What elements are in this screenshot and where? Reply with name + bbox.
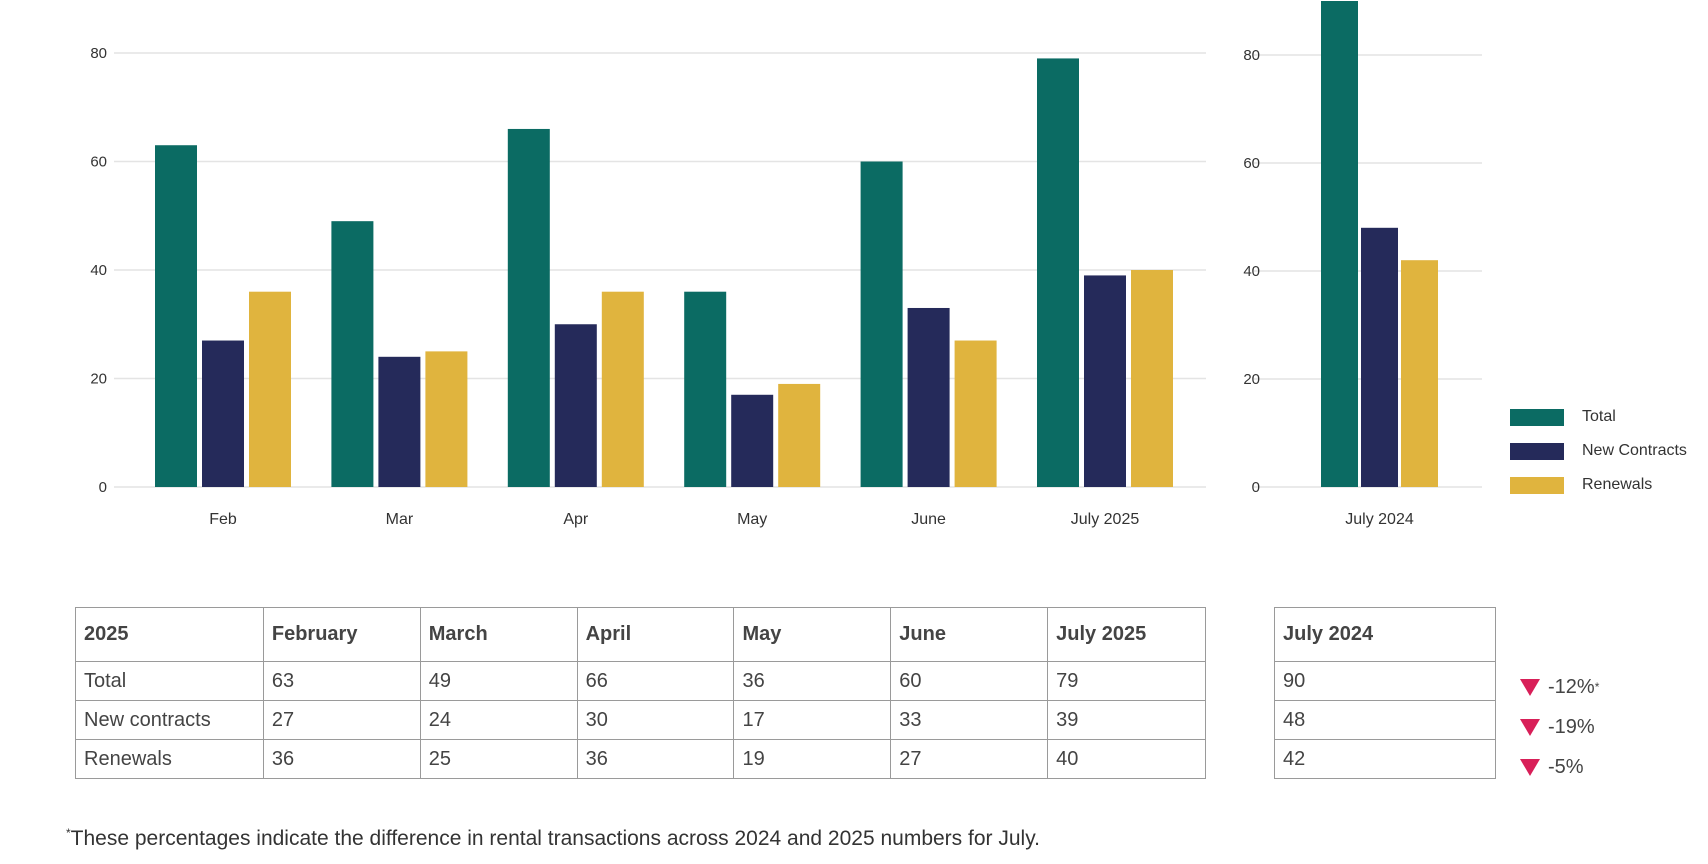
- bar-renewals: [778, 383, 821, 487]
- table-cell: 36: [733, 661, 892, 701]
- bar-new-contracts: [1084, 275, 1126, 487]
- table-row: Total 63 49 66 36 60 79: [75, 661, 1206, 701]
- y-tick-label: 40: [90, 262, 107, 279]
- chart-legend: Total New Contracts Renewals: [1510, 400, 1687, 502]
- row-label: Total: [75, 661, 264, 701]
- table-cell: 49: [419, 661, 578, 701]
- change-value: -5%: [1548, 755, 1584, 778]
- table-cell: 17: [733, 700, 892, 740]
- main-bar-chart: 0 20 40 60 80 Feb Mar Apr May June July 2025: [90, 45, 1206, 528]
- table-header-cell: February: [262, 607, 421, 662]
- table-header-row: 2025 February March April May June July …: [75, 607, 1206, 662]
- x-category-label: July 2025: [1071, 511, 1140, 528]
- bar-new-contracts: [378, 356, 421, 487]
- legend-swatch-total: [1510, 408, 1564, 426]
- legend-label: Renewals: [1582, 476, 1653, 493]
- table-cell: 27: [262, 700, 421, 740]
- bar-new-contracts: [731, 394, 774, 487]
- down-triangle-icon: [1520, 678, 1540, 696]
- footnote: *These percentages indicate the differen…: [66, 826, 1040, 851]
- legend-label: Total: [1582, 408, 1616, 425]
- table-header-cell: July 2025: [1047, 607, 1206, 662]
- bar-total: [684, 291, 727, 487]
- change-item: -12% *: [1520, 667, 1599, 707]
- legend-item-new-contracts: New Contracts: [1510, 434, 1687, 468]
- change-item: -5%: [1520, 747, 1599, 787]
- table-cell: 79: [1047, 661, 1206, 701]
- footnote-marker: *: [1594, 680, 1600, 694]
- row-label: New contracts: [75, 700, 264, 740]
- table-2025: 2025 February March April May June July …: [75, 607, 1206, 779]
- bar-new-contracts: [202, 340, 244, 487]
- table-cell: 60: [890, 661, 1049, 701]
- table-cell: 48: [1274, 700, 1496, 740]
- table-row: Renewals 36 25 36 19 27 40: [75, 739, 1206, 779]
- y-tick-label: 80: [90, 45, 107, 62]
- bar-new-contracts: [907, 307, 950, 487]
- change-indicators: -12% * -19% -5%: [1520, 667, 1599, 787]
- table-header-cell: April: [576, 607, 735, 662]
- table-cell: 27: [890, 739, 1049, 779]
- table-cell: 40: [1047, 739, 1206, 779]
- down-triangle-icon: [1520, 718, 1540, 736]
- table-header-cell: June: [890, 607, 1049, 662]
- x-category-label: May: [737, 511, 767, 528]
- legend-swatch-renewals: [1510, 476, 1564, 494]
- bar-new-contracts: [554, 324, 597, 487]
- change-value: -19%: [1548, 715, 1595, 738]
- bar-renewals: [249, 291, 291, 487]
- bar-total: [507, 128, 550, 487]
- x-category-label: Feb: [209, 511, 237, 528]
- bar-total: [155, 145, 197, 487]
- table-cell: 66: [576, 661, 735, 701]
- table-cell: 36: [262, 739, 421, 779]
- x-category-label: June: [911, 511, 946, 528]
- table-header-cell: July 2024: [1274, 607, 1496, 662]
- bar-renewals: [1131, 270, 1173, 487]
- table-header-cell: March: [419, 607, 578, 662]
- footnote-text: These percentages indicate the differenc…: [70, 827, 1040, 850]
- table-cell: 42: [1274, 739, 1496, 779]
- bar-total: [860, 161, 903, 487]
- legend-item-total: Total: [1510, 400, 1687, 434]
- x-category-label: Mar: [386, 511, 414, 528]
- table-header-cell: May: [733, 607, 892, 662]
- bar-renewals: [425, 351, 468, 487]
- y-tick-label: 0: [99, 479, 107, 496]
- x-category-label: Apr: [563, 511, 589, 528]
- table-cell: 36: [576, 739, 735, 779]
- y-tick-label: 20: [90, 371, 107, 388]
- table-row: New contracts 27 24 30 17 33 39: [75, 700, 1206, 740]
- footnote-marker: *: [66, 826, 71, 840]
- change-item: -19%: [1520, 707, 1599, 747]
- table-cell: 63: [262, 661, 421, 701]
- table-row: 42: [1274, 739, 1496, 779]
- table-row: 48: [1274, 700, 1496, 740]
- y-tick-label: 60: [90, 154, 107, 171]
- table-2024: July 2024 90 48 42: [1274, 607, 1496, 779]
- table-cell: 33: [890, 700, 1049, 740]
- table-header-row: July 2024: [1274, 607, 1496, 662]
- bar-renewals: [601, 291, 644, 487]
- bar-renewals: [954, 340, 997, 487]
- down-triangle-icon: [1520, 758, 1540, 776]
- table-cell: 19: [733, 739, 892, 779]
- bar-total: [331, 221, 374, 488]
- table-cell: 39: [1047, 700, 1206, 740]
- legend-label: New Contracts: [1582, 442, 1687, 459]
- legend-swatch-new-contracts: [1510, 442, 1564, 460]
- row-label: Renewals: [75, 739, 264, 779]
- table-row: 90: [1274, 661, 1496, 701]
- bar-total: [1037, 58, 1079, 488]
- table-cell: 25: [419, 739, 578, 779]
- table-cell: 90: [1274, 661, 1496, 701]
- change-value: -12%: [1548, 675, 1595, 698]
- table-cell: 30: [576, 700, 735, 740]
- table-cell: 24: [419, 700, 578, 740]
- table-header-cell: 2025: [75, 607, 264, 662]
- legend-item-renewals: Renewals: [1510, 468, 1687, 502]
